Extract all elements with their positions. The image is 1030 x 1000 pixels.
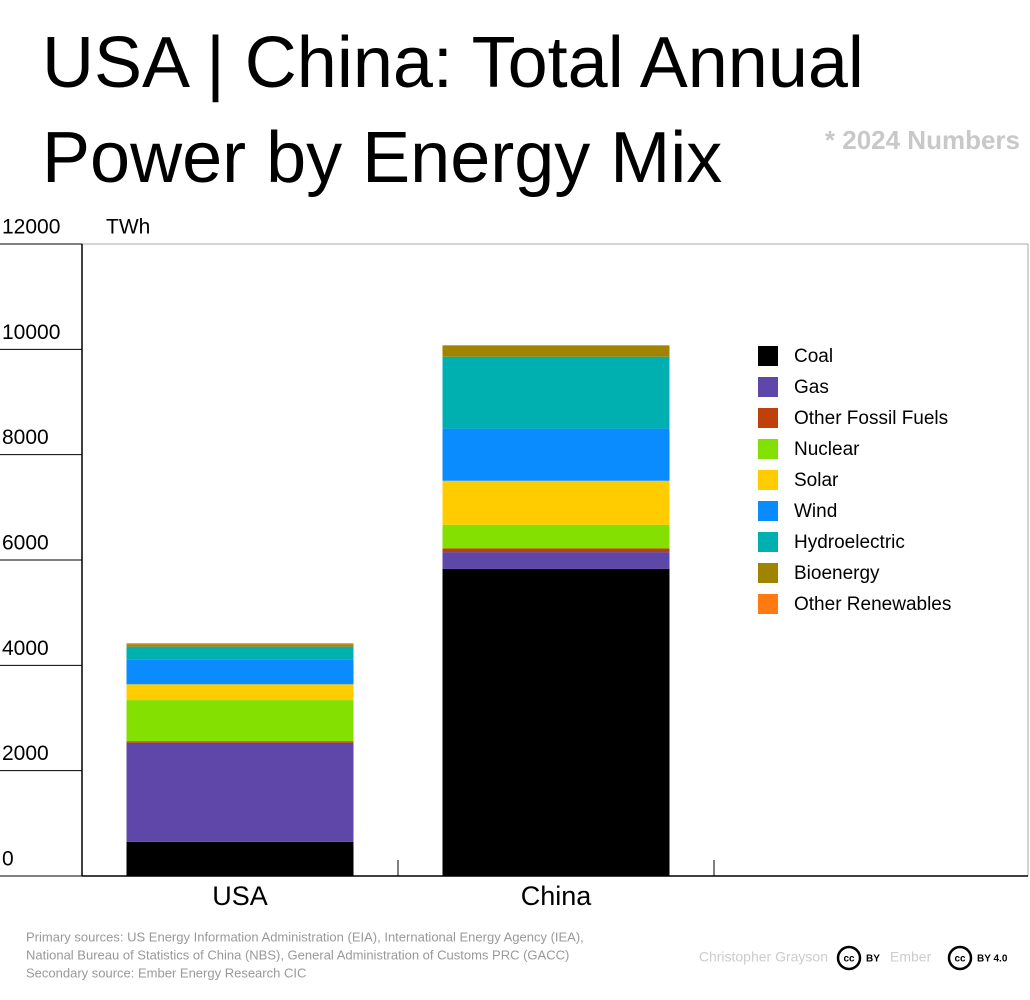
legend-swatch <box>758 346 778 366</box>
y-tick-label: 12000 <box>2 216 60 239</box>
bar-segment <box>442 480 670 525</box>
legend-label: Bioenergy <box>794 563 880 584</box>
legend-label: Solar <box>794 470 839 491</box>
legend-swatch <box>758 439 778 459</box>
subtitle: * 2024 Numbers <box>825 125 1020 155</box>
y-tick-label: 8000 <box>2 426 49 449</box>
legend-label: Coal <box>794 346 833 367</box>
bar-segment <box>126 646 354 660</box>
bar-segment <box>126 742 354 842</box>
legend-label: Other Fossil Fuels <box>794 408 948 429</box>
y-tick-label: 0 <box>2 848 14 871</box>
bar-segment <box>126 741 354 743</box>
legend-swatch <box>758 470 778 490</box>
legend-label: Other Renewables <box>794 594 951 615</box>
cc-icon-text: cc <box>843 954 855 965</box>
y-axis-label: TWh <box>106 216 150 239</box>
source-note: Secondary source: Ember Energy Research … <box>26 965 306 980</box>
cc-icon <box>836 945 862 971</box>
bar-segment <box>126 684 354 701</box>
legend-label: Wind <box>794 501 837 522</box>
publisher: Ember <box>890 949 932 965</box>
legend-swatch <box>758 501 778 521</box>
chart-title: USA | China: Total Annual <box>42 23 864 103</box>
bar-segment <box>442 568 670 876</box>
x-tick-label: USA <box>212 881 268 911</box>
bar-segment <box>442 345 670 357</box>
legend-swatch <box>758 408 778 428</box>
bar-segment <box>442 552 670 569</box>
chart-title: Power by Energy Mix <box>42 118 722 198</box>
bar-segment <box>126 659 354 685</box>
y-tick-label: 4000 <box>2 637 49 660</box>
legend-swatch <box>758 377 778 397</box>
bar-segment <box>126 841 354 876</box>
bar-segment <box>442 345 670 346</box>
y-tick-label: 10000 <box>2 321 60 344</box>
legend-swatch <box>758 563 778 583</box>
legend-label: Hydroelectric <box>794 532 905 553</box>
x-tick-label: China <box>521 881 593 911</box>
bar-segment <box>442 548 670 553</box>
y-tick-label: 2000 <box>2 742 49 765</box>
legend-swatch <box>758 532 778 552</box>
bar-segment <box>442 428 670 481</box>
bar-segment <box>442 524 670 549</box>
legend-label: Gas <box>794 377 829 398</box>
license: BY 4.0 <box>977 954 1008 965</box>
cc-icon <box>947 945 973 971</box>
bar-segment <box>126 700 354 742</box>
bar-segment <box>442 356 670 429</box>
bar-segment <box>126 643 354 645</box>
legend-swatch <box>758 594 778 614</box>
source-note: Primary sources: US Energy Information A… <box>26 929 584 944</box>
cc-icon-text: cc <box>954 954 966 965</box>
bar-segment <box>126 644 354 647</box>
source-note: National Bureau of Statistics of China (… <box>26 947 569 962</box>
author: Christopher Grayson <box>699 949 828 965</box>
license: BY <box>866 954 880 965</box>
y-tick-label: 6000 <box>2 532 49 555</box>
legend-label: Nuclear <box>794 439 860 460</box>
